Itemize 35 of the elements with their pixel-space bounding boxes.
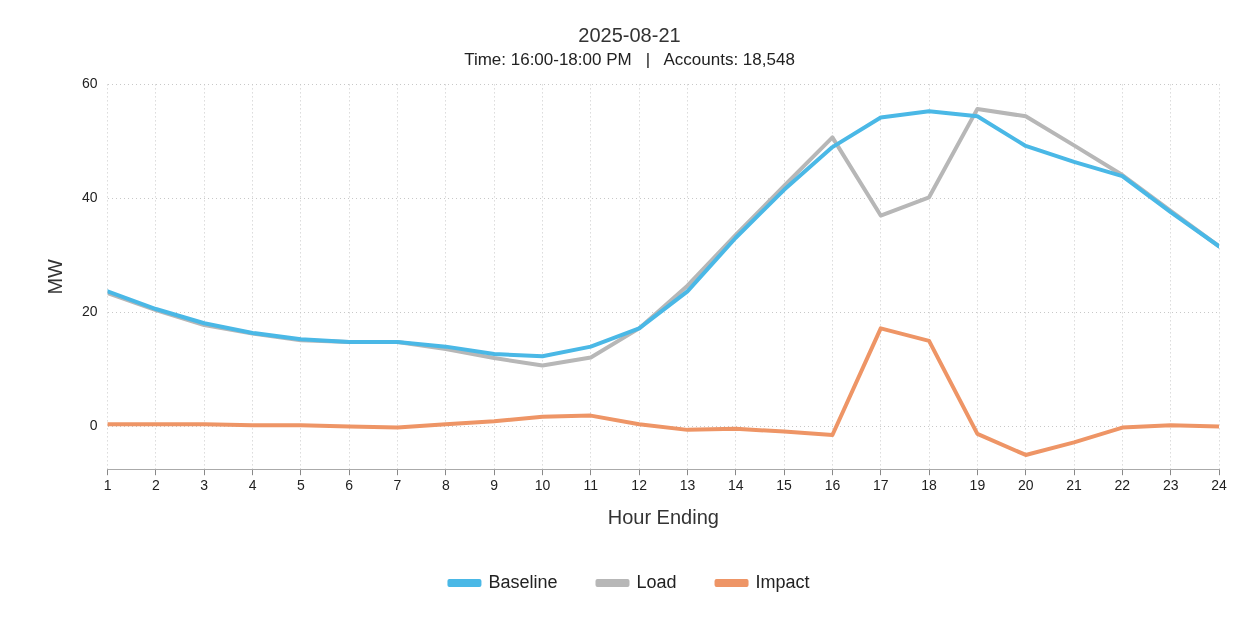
x-tick-label: 16: [824, 477, 841, 494]
legend-label: Impact: [755, 571, 810, 592]
chart-title: 2025-08-21: [578, 23, 681, 46]
x-tick-label: 2: [152, 477, 160, 494]
x-tick-label: 12: [631, 477, 648, 494]
x-tick-label: 23: [1162, 477, 1179, 494]
y-axis-title: MW: [43, 258, 66, 295]
x-tick-label: 19: [969, 477, 986, 494]
x-tick-label: 10: [534, 477, 551, 494]
x-tick-label: 20: [1017, 477, 1034, 494]
legend-label: Load: [636, 571, 677, 592]
chart-subtitle: Time: 16:00-18:00 PM | Accounts: 18,548: [464, 49, 795, 69]
x-axis-title: Hour Ending: [607, 505, 719, 528]
x-tick-label: 14: [727, 477, 744, 494]
x-tick-label: 4: [248, 477, 257, 494]
y-tick-label: 20: [81, 303, 98, 320]
x-tick-label: 8: [441, 477, 450, 494]
y-tick-label: 0: [89, 417, 98, 434]
x-tick-label: 18: [921, 477, 938, 494]
x-tick-label: 15: [776, 477, 793, 494]
x-tick-label: 5: [296, 477, 305, 494]
x-tick-label: 9: [490, 477, 499, 494]
y-tick-label: 40: [81, 189, 98, 206]
x-tick-label: 11: [583, 477, 599, 494]
x-tick-label: 1: [103, 477, 112, 494]
x-tick-label: 13: [679, 477, 696, 494]
x-tick-label: 3: [200, 477, 209, 494]
x-tick-label: 17: [872, 477, 889, 494]
legend-label: Baseline: [488, 571, 558, 592]
y-tick-label: 60: [81, 75, 98, 92]
x-tick-label: 7: [393, 477, 402, 494]
x-tick-label: 24: [1211, 477, 1227, 494]
x-tick-label: 22: [1114, 477, 1131, 494]
x-tick-label: 6: [345, 477, 354, 494]
x-tick-label: 21: [1066, 477, 1083, 494]
